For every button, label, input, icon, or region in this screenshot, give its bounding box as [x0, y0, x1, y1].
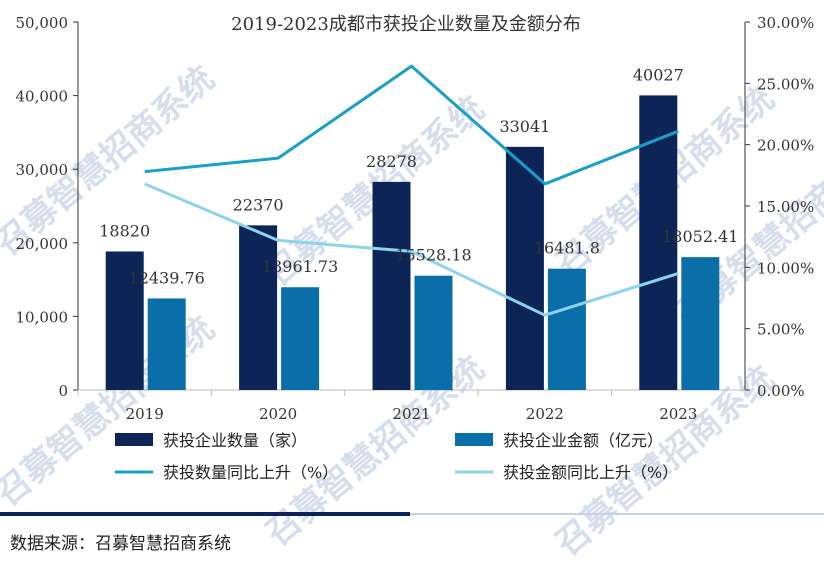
right-tick-label: 20.00%: [757, 137, 814, 155]
legend-label: 获投企业数量（家）: [163, 431, 307, 450]
source-note: 数据来源：召募智慧招商系统: [10, 534, 231, 554]
bar-amount: [414, 275, 453, 390]
left-tick-label: 40,000: [16, 88, 69, 106]
legend-label: 获投金额同比上升（%）: [503, 463, 678, 482]
x-tick-label: 2021: [392, 405, 430, 423]
x-tick-label: 2022: [526, 405, 564, 423]
right-tick-label: 25.00%: [757, 75, 814, 93]
bar-count: [372, 181, 411, 390]
bar-count: [505, 146, 544, 390]
bar-count-label: 22370: [233, 195, 284, 214]
legend: 获投企业数量（家） 获投企业金额（亿元） 获投数量同比上升（%） 获投金额同比上升（%…: [115, 431, 678, 482]
bar-count: [105, 251, 144, 390]
line-amount-yoy: [144, 182, 679, 317]
bar-amount: [281, 287, 320, 390]
right-tick-label: 0.00%: [757, 382, 805, 400]
right-tick-label: 5.00%: [757, 321, 805, 339]
right-tick-label: 30.00%: [757, 14, 814, 32]
bar-amount: [547, 268, 586, 390]
bar-amount-label: 16481.8: [534, 239, 600, 258]
left-tick-label: 20,000: [16, 235, 69, 253]
x-tick-label: 2019: [126, 405, 164, 423]
left-tick-label: 10,000: [16, 308, 69, 326]
bar-amount: [681, 257, 720, 390]
bar-count: [239, 225, 278, 390]
left-tick-label: 30,000: [16, 161, 69, 179]
bar-amount-label: 15528.18: [395, 246, 471, 265]
left-tick-label: 50,000: [16, 14, 69, 32]
bar-count-label: 28278: [366, 152, 417, 171]
footer-divider-light: [410, 513, 824, 515]
bar-amount-label: 12439.76: [129, 268, 205, 287]
bar-count-label: 33041: [499, 117, 550, 136]
bar-amount-label: 18052.41: [662, 227, 738, 246]
x-tick-label: 2023: [659, 405, 697, 423]
legend-swatch: [115, 433, 153, 446]
bar-amount-label: 13961.73: [262, 257, 338, 276]
right-tick-label: 15.00%: [757, 198, 814, 216]
bar-count-label: 40027: [633, 65, 684, 84]
bars: [105, 95, 720, 391]
right-tick-label: 10.00%: [757, 259, 814, 277]
data-labels: 18820 12439.76 22370 13961.73 28278 15528.18 3…: [99, 65, 738, 287]
legend-label: 获投数量同比上升（%）: [163, 463, 338, 482]
bar-count-label: 18820: [99, 221, 150, 240]
legend-label: 获投企业金额（亿元）: [503, 431, 663, 450]
axes: 0 10,000 20,000 30,000 40,000 50,000 0.00% 5.00…: [16, 14, 815, 423]
x-tick-label: 2020: [259, 405, 297, 423]
lines: [144, 64, 679, 317]
left-tick-label: 0: [58, 382, 68, 400]
chart-title: 2019-2023成都市获投企业数量及金额分布: [231, 14, 581, 35]
legend-swatch: [455, 433, 493, 446]
footer-divider: [0, 512, 410, 516]
line-count-yoy: [144, 64, 679, 186]
bar-amount: [147, 298, 186, 390]
